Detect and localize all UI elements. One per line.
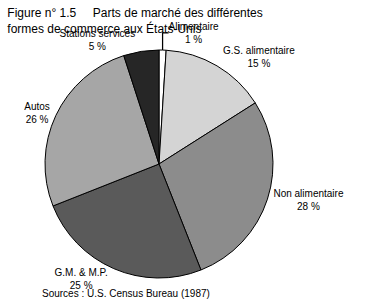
svg-text:Stations services5 %: Stations services5 % [60,28,136,52]
svg-text:Figure n° 1.5 Parts de mar: Figure n° 1.5 Parts de marché des différ… [7,6,262,36]
svg-text:Alimentaire1 %: Alimentaire1 % [169,21,219,45]
svg-text:Autos26 %: Autos26 % [24,101,50,125]
svg-text:Non alimentaire28 %: Non alimentaire28 % [273,188,343,212]
svg-text:Sources : U.S. Census Bureau (: Sources : U.S. Census Bureau (1987) [42,288,210,299]
svg-text:G.S. alimentaire15 %: G.S. alimentaire15 % [223,45,295,69]
svg-text:G.M. & M.P.25 %: G.M. & M.P.25 % [55,267,108,291]
